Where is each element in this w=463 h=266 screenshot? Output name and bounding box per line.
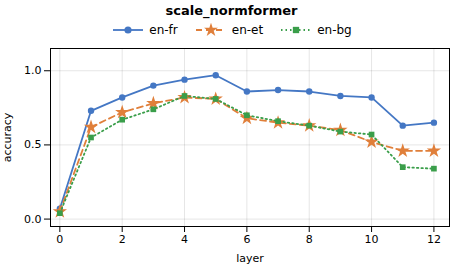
svg-text:4: 4 <box>181 233 188 246</box>
html-text:scale_normformer: scale_normformer <box>165 3 298 18</box>
svg-text:10: 10 <box>365 233 379 246</box>
svg-text:12: 12 <box>427 233 441 246</box>
svg-text:0.0: 0.0 <box>24 213 42 226</box>
svg-text:8: 8 <box>306 233 313 246</box>
svg-text:0.5: 0.5 <box>24 138 42 151</box>
svg-text:1.0: 1.0 <box>24 64 42 77</box>
html-text:en-fr: en-fr <box>149 23 178 37</box>
svg-text:layer: layer <box>236 252 264 265</box>
svg-text:accuracy: accuracy <box>1 112 14 162</box>
svg-text:2: 2 <box>119 233 126 246</box>
html-text:en-bg: en-bg <box>317 23 352 37</box>
svg-text:6: 6 <box>243 233 250 246</box>
html-text:en-et: en-et <box>231 23 264 37</box>
svg-text:0: 0 <box>56 233 63 246</box>
